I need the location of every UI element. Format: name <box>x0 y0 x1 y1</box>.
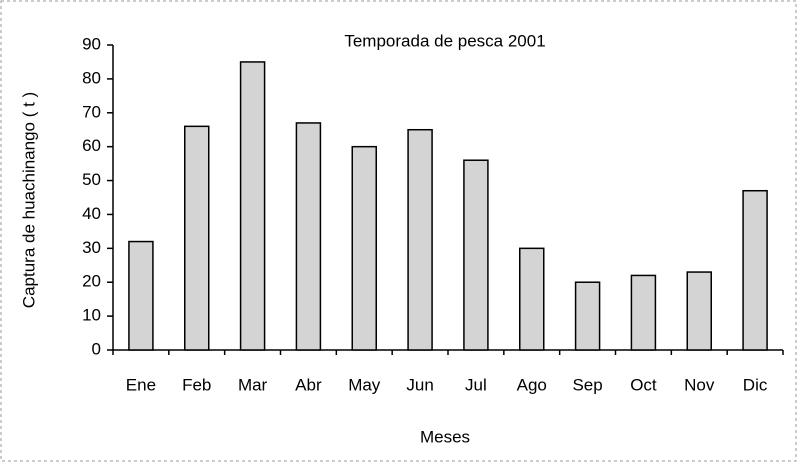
y-tick-label: 90 <box>82 34 101 53</box>
bar <box>295 122 322 351</box>
bar <box>128 240 154 351</box>
y-tick-label: 50 <box>82 170 101 189</box>
bar <box>463 159 489 351</box>
y-tick-label: 10 <box>82 306 101 325</box>
bar <box>351 145 377 351</box>
x-tick-label: Nov <box>684 375 715 394</box>
bar <box>184 125 210 351</box>
y-tick-label: 20 <box>82 272 101 291</box>
bar <box>407 128 433 351</box>
x-tick-label: Ene <box>126 375 156 394</box>
x-tick-label: Dic <box>743 375 768 394</box>
x-tick-label: Abr <box>295 375 322 394</box>
x-tick-label: Oct <box>630 375 657 394</box>
y-tick-label: 30 <box>82 238 101 257</box>
bar <box>630 274 657 351</box>
x-tick-label: Sep <box>572 375 602 394</box>
x-tick-label: Jul <box>465 375 487 394</box>
chart-title: Temporada de pesca 2001 <box>344 31 545 50</box>
x-axis-label: Meses <box>420 427 470 446</box>
bar <box>742 189 768 351</box>
y-tick-label: 40 <box>82 204 101 223</box>
y-tick-label: 80 <box>82 68 101 87</box>
bar <box>239 61 266 351</box>
x-tick-label: Feb <box>182 375 211 394</box>
y-tick-label: 60 <box>82 136 101 155</box>
bar <box>519 247 545 351</box>
x-tick-label: May <box>348 375 381 394</box>
bar <box>686 271 712 351</box>
bar <box>574 281 601 351</box>
y-tick-label: 0 <box>92 339 101 358</box>
x-tick-label: Jun <box>406 375 433 394</box>
y-axis-label: Captura de huachinango ( t ) <box>19 92 38 308</box>
x-tick-label: Mar <box>238 375 268 394</box>
y-tick-label: 70 <box>82 102 101 121</box>
x-tick-label: Ago <box>517 375 547 394</box>
